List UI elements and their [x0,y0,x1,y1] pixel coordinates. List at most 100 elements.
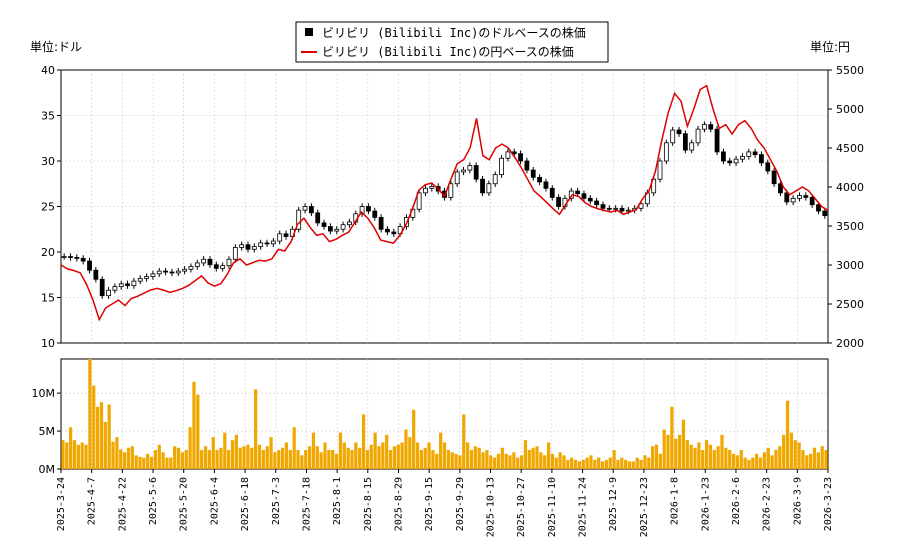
candle [657,157,663,183]
volume-bar [327,450,331,469]
volume-bar [735,455,740,469]
volume-bar [126,447,131,469]
volume-bar [423,447,427,469]
left-tick-label: 25 [41,201,55,214]
right-tick-label: 2500 [836,298,864,311]
volume-bar [458,455,462,469]
candle-body [480,178,485,194]
volume-bar [149,456,154,469]
volume-bar [153,450,158,469]
volume-bar [304,450,308,469]
volume-bar [604,459,608,469]
candle [461,166,466,176]
volume-bar [639,459,643,469]
volume-bar [307,446,312,469]
x-tick-label: 2025-6-18 [240,477,251,531]
legend-usd-label: ビリビリ (Bilibili Inc)のドルベースの株価 [322,25,586,40]
volume-bar [620,457,624,469]
volume-bar [450,452,454,469]
x-tick-label: 2025-9-29 [455,477,466,531]
volume-bar [550,453,555,469]
volume-bar [496,453,501,469]
volume-bar [400,442,404,469]
candle [721,148,726,165]
candle [296,206,302,233]
candle [486,180,492,197]
x-tick-label: 2026-2-6 [731,477,742,525]
candle-body [518,153,523,162]
candle [670,126,676,146]
volume-bar [280,447,285,469]
volume-bar [593,459,597,469]
volume-bar [720,434,724,469]
candle [480,176,485,197]
candle [163,267,168,276]
volume-bar [670,406,674,469]
volume-bar [115,437,119,469]
candle-body [80,257,86,262]
volume-bar [311,432,316,469]
volume-bar [500,447,504,469]
candle [125,280,130,289]
volume-bar [142,457,146,469]
volume-bar [600,461,605,469]
volume-bar [820,446,824,469]
volume-bar [273,452,277,469]
candle [416,189,422,213]
volume-bar [250,447,254,469]
candle [651,176,657,197]
volume-bar [589,455,593,469]
volume-bar [431,450,435,469]
volume-bar [169,457,173,469]
volume-bar [469,450,474,469]
x-tick-label: 2025-11-24 [578,477,589,537]
candle-body [587,197,593,202]
volume-bar [751,457,755,469]
volume-bar [597,457,601,469]
candle [264,239,270,247]
candle [340,221,346,233]
candle-body [740,156,745,160]
candle [201,256,207,267]
left-tick-label: 20 [41,246,55,259]
volume-tick-label: 10M [32,387,56,400]
volume-bar [180,452,185,469]
candle-body [581,193,587,199]
volume-bar [758,457,763,469]
volume-bar [92,385,96,469]
candle-body [194,262,200,267]
candle [708,121,714,133]
candle-body [701,124,707,130]
volume-bar [365,450,370,469]
volume-bar [535,446,539,469]
volume-bar [257,444,262,469]
candle-body [131,280,137,287]
candle-body [207,258,213,266]
candle-body [163,270,168,273]
candle-body [556,196,561,207]
candle [131,277,137,289]
x-tick-label: 2025-8-29 [393,477,404,531]
x-tick-label: 2025-8-15 [363,477,374,531]
candle [144,273,149,282]
volume-bar [789,432,794,469]
candle-body [486,183,492,194]
volume-bar [342,442,346,469]
volume-bar [512,452,516,469]
candle-body [454,171,460,185]
candle-body [245,244,251,250]
candle-body [721,151,726,162]
candle-body [752,151,758,156]
volume-bar [489,455,493,469]
candle [530,166,536,181]
volume-bar [200,450,204,469]
candle-body [600,204,606,209]
candle [359,203,365,217]
left-unit-label: 単位:ドル [30,39,82,54]
volume-bar [265,446,269,469]
candle [308,203,314,217]
volume-bar [234,434,238,469]
volume-bar [546,442,551,469]
volume-bar [681,419,686,469]
